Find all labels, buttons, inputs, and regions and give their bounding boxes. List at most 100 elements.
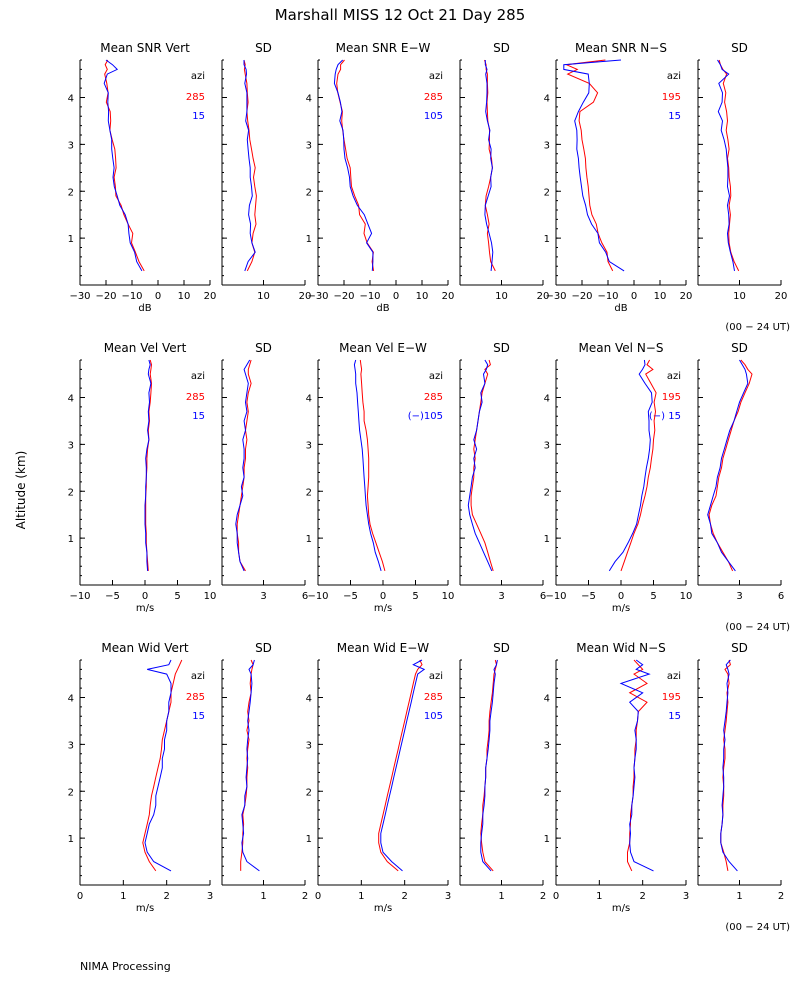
series-line-blue — [707, 359, 749, 572]
y-tick-label: 3 — [544, 440, 550, 451]
x-axis-label: m/s — [612, 603, 630, 614]
panel-r3-c6: SD 1 2 — [697, 641, 784, 902]
x-tick-label: 0 — [618, 591, 624, 602]
series-line-blue — [241, 659, 260, 872]
x-tick-label: 2 — [401, 891, 407, 902]
x-tick-label: 0 — [631, 291, 637, 302]
x-tick-label: −10 — [359, 291, 380, 302]
legend-header: azi — [191, 71, 205, 82]
series-line-blue — [467, 359, 493, 572]
x-tick-label: 20 — [680, 291, 693, 302]
y-tick-label: 3 — [306, 140, 312, 151]
legend-blue-entry: 15 — [192, 111, 205, 122]
y-tick-label: 2 — [306, 487, 312, 498]
time-note-row-2: (00 − 24 UT) — [725, 622, 790, 633]
y-tick-label: 3 — [306, 440, 312, 451]
y-tick-label: 2 — [68, 787, 74, 798]
legend-red-entry: 285 — [186, 92, 205, 103]
series-line-blue — [484, 60, 494, 271]
panel-r1-c4: SD 10 20 — [459, 41, 549, 302]
panel-title: Mean SNR E−W — [336, 41, 431, 55]
series-line-blue — [563, 59, 625, 272]
x-tick-label: 1 — [736, 891, 742, 902]
series-line-blue — [333, 59, 374, 271]
legend-header: azi — [667, 671, 681, 682]
legend-red-entry: 285 — [424, 692, 443, 703]
x-axis-label: m/s — [136, 903, 154, 914]
x-axis-label: dB — [614, 303, 627, 314]
x-tick-label: 0 — [155, 291, 161, 302]
x-tick-label: 1 — [596, 891, 602, 902]
panel-r2-c2: SD 3 6 — [221, 341, 308, 602]
legend-red-entry: 285 — [186, 692, 205, 703]
x-tick-label: 1 — [120, 891, 126, 902]
y-tick-label: 4 — [306, 394, 312, 405]
y-tick-label: 4 — [68, 94, 74, 105]
legend-header: azi — [191, 371, 205, 382]
y-tick-label: 3 — [68, 140, 74, 151]
x-tick-label: 5 — [412, 591, 418, 602]
panel-r1-c6: SD 10 20 — [697, 41, 787, 302]
panel-r3-c5: Mean Wid N−S 1 2 3 4 0 1 2 3 m/s azi 195 15 — [544, 641, 690, 914]
y-tick-label: 2 — [544, 487, 550, 498]
x-tick-label: 0 — [142, 591, 148, 602]
x-tick-label: 0 — [380, 591, 386, 602]
y-tick-label: 2 — [68, 187, 74, 198]
panel-title: SD — [493, 41, 510, 55]
legend-blue-entry: 105 — [424, 111, 443, 122]
series-line-blue — [608, 359, 653, 572]
series-line-blue — [353, 359, 382, 572]
series-line-red — [243, 59, 257, 272]
x-tick-label: 20 — [442, 291, 455, 302]
legend-red-entry: 285 — [186, 392, 205, 403]
x-tick-label: 2 — [540, 891, 546, 902]
panel-title: Mean Vel E−W — [339, 341, 427, 355]
panel-r2-c3: Mean Vel E−W 1 2 3 4 −10 −5 0 5 10 m/s azi 285 (−)105 — [306, 341, 455, 614]
y-tick-label: 1 — [306, 534, 312, 545]
legend-header: azi — [429, 671, 443, 682]
x-tick-label: −20 — [571, 291, 592, 302]
x-tick-label: 6 — [778, 591, 784, 602]
x-tick-label: 1 — [358, 891, 364, 902]
legend-red-entry: 195 — [662, 92, 681, 103]
x-tick-label: −10 — [307, 591, 328, 602]
x-tick-label: 2 — [639, 891, 645, 902]
x-tick-label: 20 — [299, 291, 312, 302]
panel-r3-c3: Mean Wid E−W 1 2 3 4 0 1 2 3 m/s azi 285 105 — [306, 641, 452, 914]
x-tick-label: −10 — [69, 591, 90, 602]
y-tick-label: 1 — [68, 534, 74, 545]
x-tick-label: 10 — [680, 591, 693, 602]
panel-title: Mean Wid E−W — [337, 641, 430, 655]
x-tick-label: 0 — [315, 891, 321, 902]
y-tick-label: 3 — [306, 740, 312, 751]
panel-title: SD — [255, 641, 272, 655]
panel-r2-c4: SD 3 6 — [459, 341, 546, 602]
x-axis-label: m/s — [136, 603, 154, 614]
legend-header: azi — [429, 371, 443, 382]
series-line-red — [359, 359, 386, 572]
panel-title: Mean Vel Vert — [104, 341, 187, 355]
y-tick-label: 4 — [306, 694, 312, 705]
panel-r3-c2: SD 1 2 — [221, 641, 308, 902]
x-tick-label: −5 — [105, 591, 120, 602]
y-tick-label: 1 — [68, 234, 74, 245]
x-tick-label: 3 — [207, 891, 213, 902]
x-tick-label: 3 — [445, 891, 451, 902]
x-tick-label: 10 — [257, 291, 270, 302]
panel-r1-c3: Mean SNR E−W 1 2 3 4 −30 −20 −10 0 10 20 dB azi 285 10… — [306, 41, 455, 314]
y-tick-label: 2 — [68, 487, 74, 498]
series-line-blue — [720, 659, 738, 872]
panel-r2-c6: SD 3 6 — [697, 341, 784, 602]
panel-r2-c5: Mean Vel N−S 1 2 3 4 −10 −5 0 5 10 m/s azi 195 (−) 15 — [544, 341, 693, 614]
y-tick-label: 2 — [306, 187, 312, 198]
x-tick-label: −5 — [581, 591, 596, 602]
x-tick-label: 10 — [204, 591, 217, 602]
x-tick-label: −20 — [333, 291, 354, 302]
x-tick-label: −30 — [69, 291, 90, 302]
legend-blue-entry: 15 — [192, 411, 205, 422]
x-axis-label: m/s — [612, 903, 630, 914]
legend-header: azi — [429, 71, 443, 82]
x-tick-label: −10 — [545, 591, 566, 602]
x-tick-label: 3 — [736, 591, 742, 602]
